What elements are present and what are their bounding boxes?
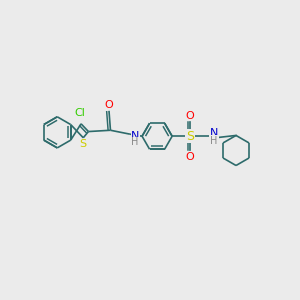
Text: S: S — [186, 130, 194, 143]
Text: N: N — [210, 128, 218, 138]
Text: O: O — [185, 111, 194, 121]
Text: O: O — [105, 100, 113, 110]
Text: Cl: Cl — [74, 109, 85, 118]
Text: S: S — [80, 139, 87, 149]
Text: H: H — [210, 136, 218, 146]
Text: N: N — [131, 130, 140, 141]
Text: O: O — [185, 152, 194, 162]
Text: H: H — [131, 137, 139, 147]
